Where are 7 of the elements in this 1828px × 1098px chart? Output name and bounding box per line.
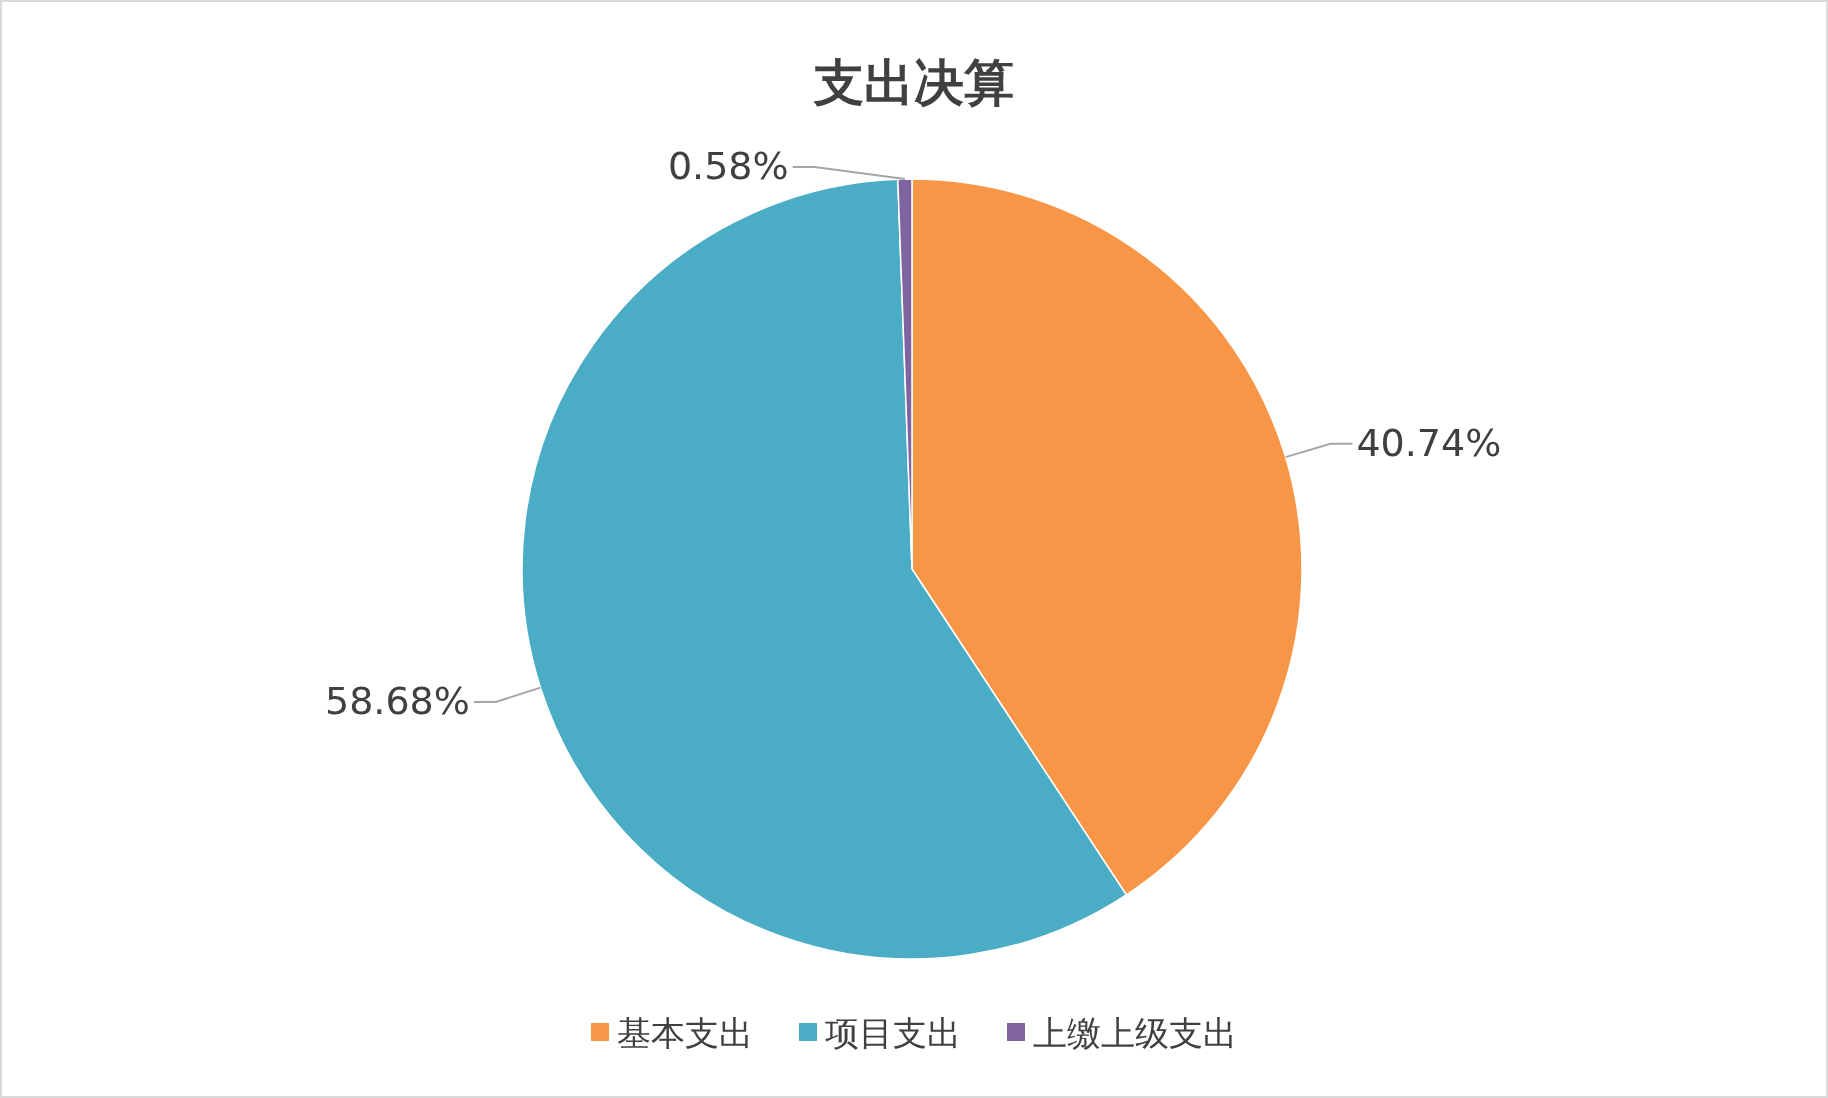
legend-label: 上缴上级支出 [1033, 1013, 1237, 1053]
data-label: 40.74% [1356, 420, 1502, 465]
legend-label: 项目支出 [825, 1013, 961, 1053]
data-label: 0.58% [667, 144, 789, 188]
data-label: 58.68% [325, 678, 470, 723]
chart-title: 支出决算 [813, 54, 1014, 112]
legend-label: 基本支出 [617, 1013, 753, 1053]
